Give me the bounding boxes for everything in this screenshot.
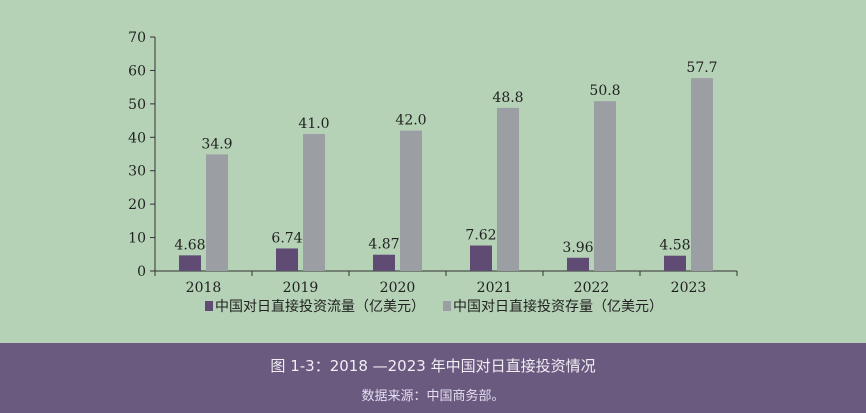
stock-bar xyxy=(691,78,713,271)
bar-chart: 0 10 20 30 40 50 60 70 2018 2019 2020 2021 2022 2023 4… xyxy=(128,30,738,315)
stock-bar xyxy=(594,101,616,271)
x-tick-label: 2019 xyxy=(283,280,319,296)
stock-data-label: 57.7 xyxy=(686,60,717,76)
y-tick-label: 0 xyxy=(137,264,146,280)
flow-data-label: 3.96 xyxy=(562,240,593,256)
legend-label-stock: 中国对日直接投资存量（亿美元） xyxy=(453,298,663,315)
flow-bar xyxy=(373,254,395,271)
y-tick-label: 10 xyxy=(128,231,146,247)
flow-bar xyxy=(567,257,589,271)
stock-bar xyxy=(206,154,228,271)
legend-label-flow: 中国对日直接投资流量（亿美元） xyxy=(215,298,425,315)
flow-data-label: 6.74 xyxy=(271,230,302,246)
x-tick-label: 2021 xyxy=(477,280,513,296)
stock-bar xyxy=(303,133,325,271)
y-tick-label: 60 xyxy=(128,63,146,79)
stock-data-label: 48.8 xyxy=(492,90,523,106)
y-tick-label: 40 xyxy=(128,130,146,146)
flow-bar xyxy=(470,245,492,271)
stock-bar xyxy=(497,107,519,272)
stock-data-label: 41.0 xyxy=(298,116,329,132)
stock-data-label: 42.0 xyxy=(395,113,426,129)
flow-bar xyxy=(179,255,201,271)
legend-swatch-flow xyxy=(205,301,213,311)
stock-bar xyxy=(400,130,422,271)
y-tick-label: 70 xyxy=(128,30,146,46)
flow-data-label: 4.87 xyxy=(368,237,399,253)
legend-swatch-stock xyxy=(443,301,451,311)
x-tick-label: 2022 xyxy=(574,280,610,296)
flow-bar xyxy=(664,255,686,271)
caption-band: 图 1-3：2018 —2023 年中国对日直接投资情况 数据来源：中国商务部。 xyxy=(0,343,866,413)
stock-data-label: 34.9 xyxy=(201,136,232,152)
y-tick-label: 30 xyxy=(128,164,146,180)
x-tick-label: 2023 xyxy=(671,280,707,296)
flow-data-label: 4.58 xyxy=(659,238,690,254)
y-tick-label: 50 xyxy=(128,97,146,113)
stock-data-label: 50.8 xyxy=(589,83,620,99)
x-tick-label: 2018 xyxy=(186,280,222,296)
flow-bar xyxy=(276,248,298,271)
figure-caption: 图 1-3：2018 —2023 年中国对日直接投资情况 xyxy=(270,357,596,375)
flow-data-label: 7.62 xyxy=(465,228,496,244)
y-tick-label: 20 xyxy=(128,197,146,213)
flow-data-label: 4.68 xyxy=(174,237,205,253)
data-source-note: 数据来源：中国商务部。 xyxy=(361,389,505,404)
x-tick-label: 2020 xyxy=(380,280,416,296)
